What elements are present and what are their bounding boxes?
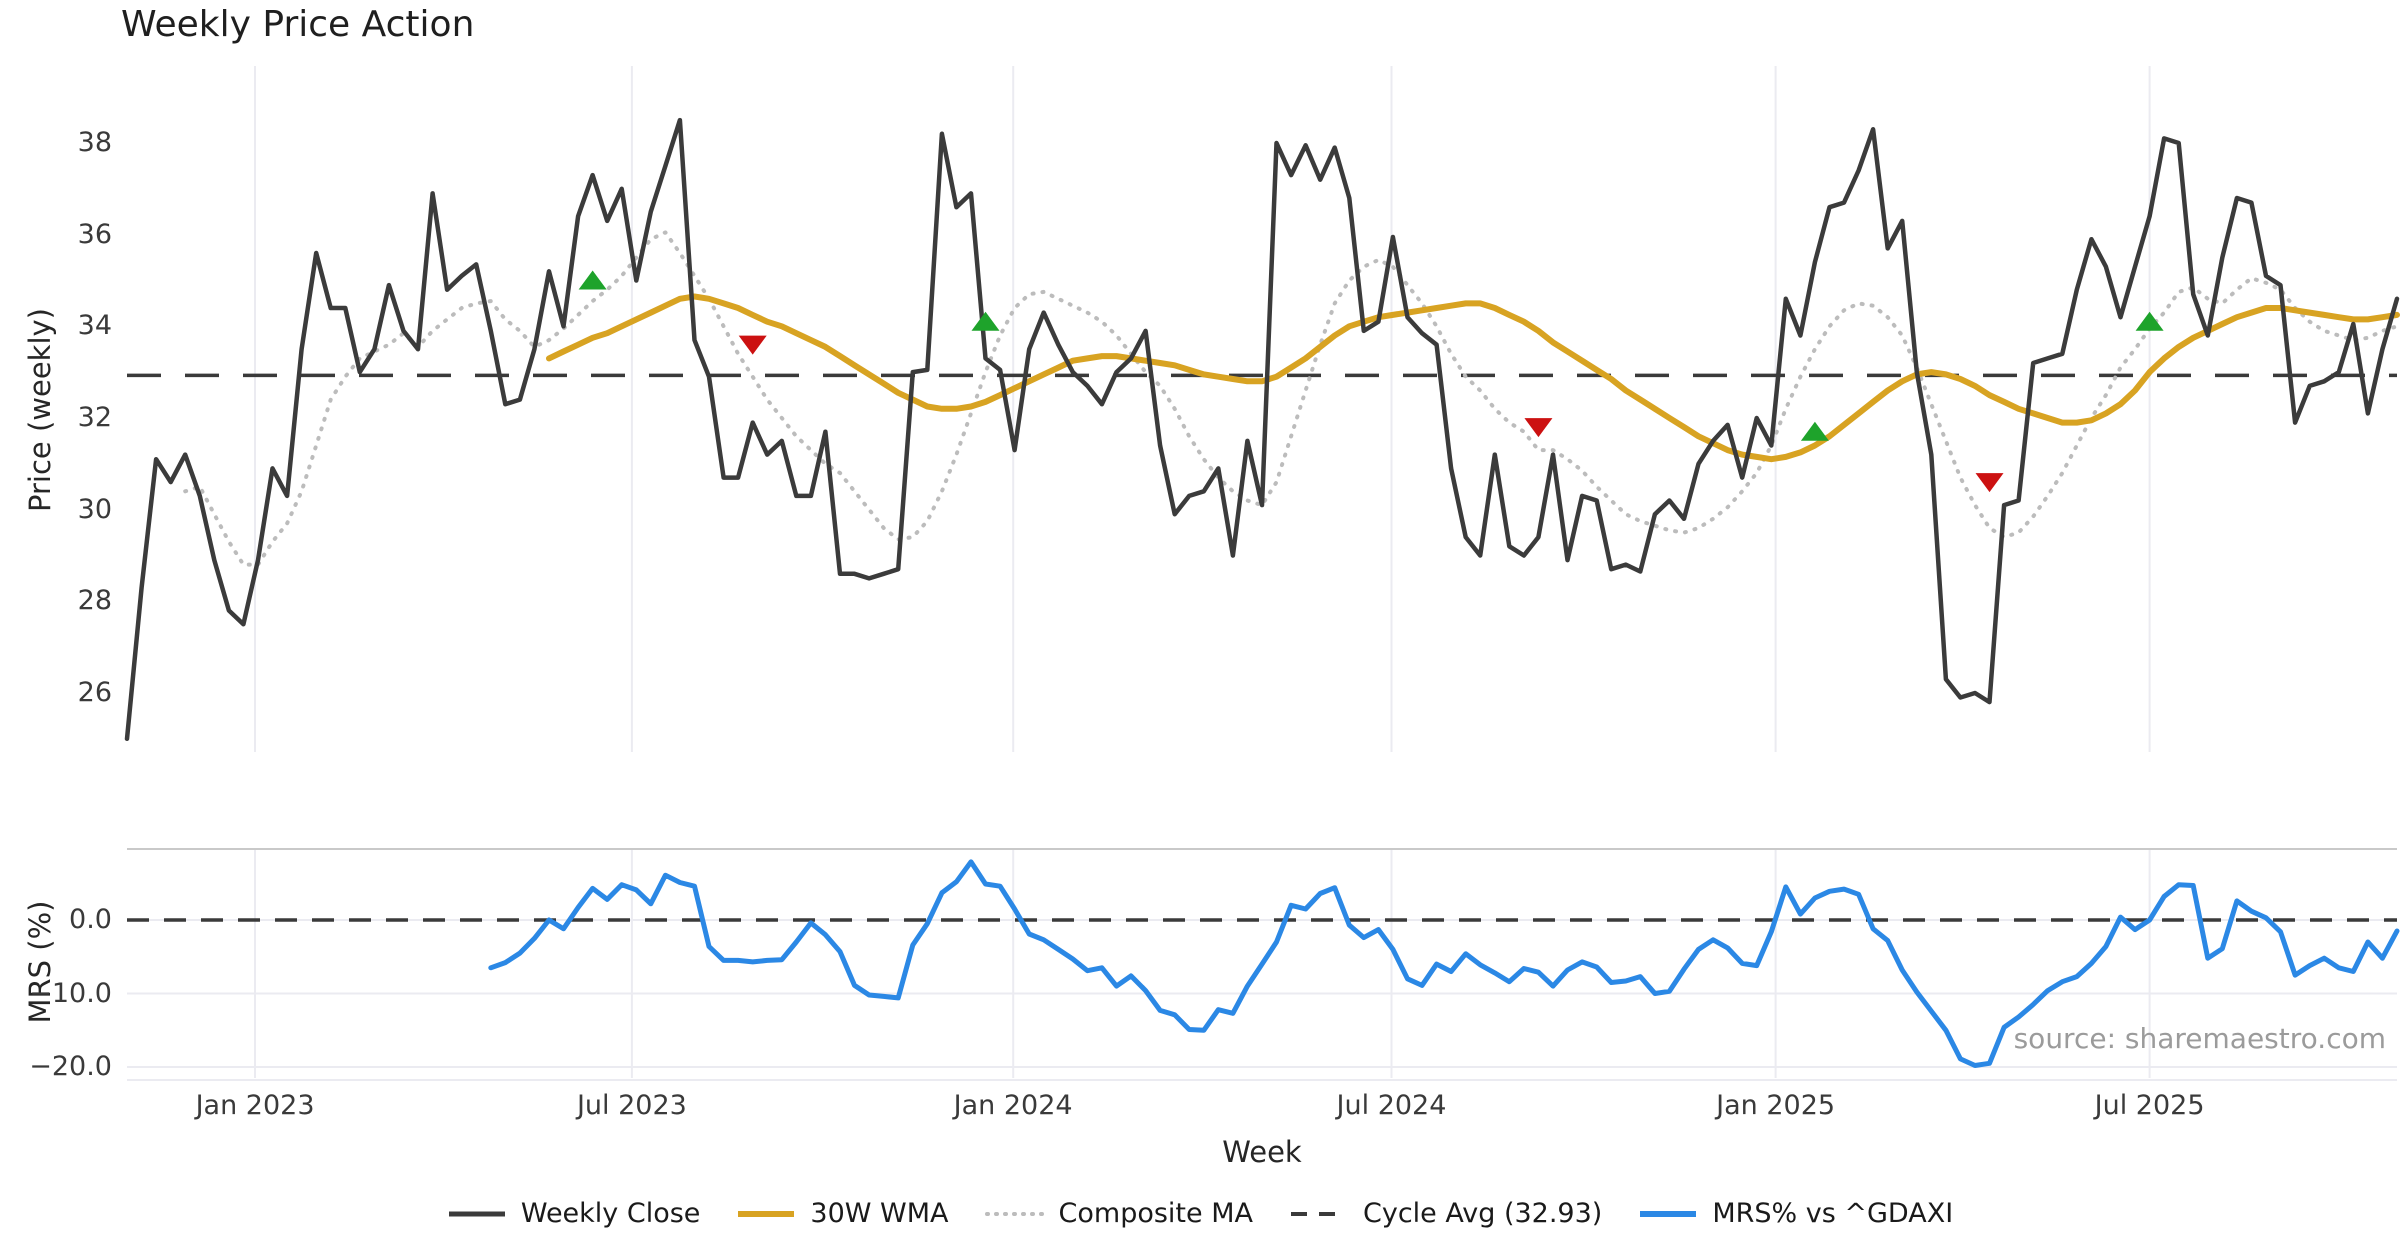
mrs-ytick-label: −20.0 bbox=[29, 1051, 112, 1082]
x-tick-label: Jan 2024 bbox=[953, 1090, 1073, 1121]
wma-line bbox=[546, 293, 2400, 463]
price-ytick-label: 26 bbox=[77, 676, 112, 708]
price-ytick-label: 34 bbox=[77, 310, 112, 342]
legend-item-cycle-avg: Cycle Avg (32.93) bbox=[1289, 1198, 1602, 1229]
sell-signal-icon bbox=[1524, 418, 1553, 438]
chart-title: Weekly Price Action bbox=[121, 4, 475, 45]
sell-signal-icon bbox=[1975, 473, 2004, 493]
legend-item-wma: 30W WMA bbox=[736, 1198, 949, 1229]
buy-signal-icon bbox=[578, 270, 607, 290]
price-ytick-label: 32 bbox=[77, 401, 112, 433]
sell-signal-icon bbox=[738, 335, 767, 355]
x-tick-label: Jul 2024 bbox=[1336, 1090, 1447, 1121]
price-ytick-label: 30 bbox=[77, 493, 112, 525]
buy-signal-icon bbox=[1800, 421, 1829, 441]
watermark: source: sharemaestro.com bbox=[2013, 1022, 2386, 1055]
buy-signal-icon bbox=[971, 311, 1000, 331]
mrs-line-sample-icon bbox=[1640, 1210, 1697, 1217]
mrs-ytick-label: 0.0 bbox=[69, 904, 112, 935]
cycle-avg-line-sample-icon bbox=[1290, 1211, 1347, 1216]
legend: Weekly Close 30W WMA Composite MA Cycle … bbox=[0, 1198, 2400, 1229]
buy-signal-icon bbox=[2135, 311, 2164, 331]
mrs-line bbox=[488, 859, 2400, 1068]
price-ytick-label: 36 bbox=[77, 218, 112, 250]
weekly-close-line-sample-icon bbox=[448, 1211, 505, 1216]
legend-item-mrs: MRS% vs ^GDAXI bbox=[1638, 1198, 1953, 1229]
x-tick-label: Jul 2023 bbox=[576, 1090, 687, 1121]
price-ytick-label: 38 bbox=[77, 127, 112, 158]
x-tick-label: Jan 2023 bbox=[195, 1090, 315, 1121]
price-ytick-label: 28 bbox=[77, 585, 112, 617]
wma-line-sample-icon bbox=[738, 1210, 795, 1217]
legend-item-composite: Composite MA bbox=[984, 1198, 1253, 1229]
weekly-close-line bbox=[124, 117, 2400, 742]
x-tick-label: Jul 2025 bbox=[2094, 1090, 2205, 1121]
composite-line-sample-icon bbox=[984, 1211, 1045, 1216]
x-axis-label: Week bbox=[1222, 1135, 1302, 1169]
mrs-ytick-label: −10.0 bbox=[29, 977, 112, 1009]
legend-item-weekly-close: Weekly Close bbox=[447, 1198, 700, 1229]
x-tick-label: Jan 2025 bbox=[1716, 1090, 1836, 1121]
composite-ma-line bbox=[183, 230, 2399, 567]
